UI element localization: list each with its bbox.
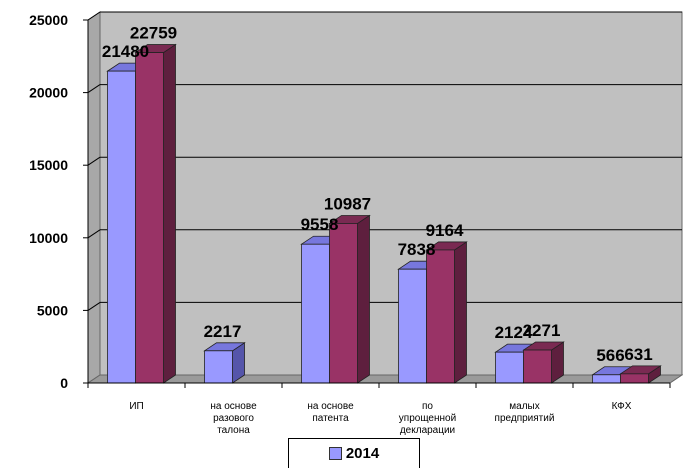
data-label: 2124 [495,323,533,342]
data-label: 9558 [301,215,339,234]
bar-side [357,214,370,384]
side-wall [87,11,101,384]
y-axis: 0 5000 10000 15000 20000 25000 [29,12,89,391]
y-tick-label: 10000 [29,230,68,246]
bar-front [301,243,330,384]
x-tick-label: по упрощенной декларации [399,401,456,436]
y-tick-label: 5000 [37,302,68,318]
data-label: 21480 [102,42,149,61]
data-label: 2217 [204,322,242,341]
bar-front [107,70,136,384]
data-label: 9164 [426,221,464,240]
y-tick-label: 0 [60,375,68,391]
bar [425,241,468,384]
legend: 2014 [288,438,420,468]
x-tick-label: на основе разового талона [210,401,257,436]
bar-side [163,43,176,384]
data-label: 10987 [324,194,371,213]
bar [134,43,177,384]
gridline-side [87,301,101,311]
bar-front [204,350,233,384]
gridline-side [87,11,101,21]
data-label: 631 [624,345,652,364]
bars [106,43,662,384]
data-label: 7838 [398,240,436,259]
data-labels: 21480 2217 9558 7838 2124 566 22759 10987 9164 22… [102,24,653,365]
bar-front [135,52,164,384]
data-label: 22759 [130,24,177,43]
bar-front [495,351,524,384]
back-wall [99,11,683,376]
gridline-side [87,156,101,166]
x-tick-label: КФХ [612,401,632,412]
bar-front [620,373,649,384]
legend-swatch [328,447,342,460]
y-tick-label: 25000 [29,12,68,28]
y-tick-label: 15000 [29,157,68,173]
bar [203,342,246,384]
gridline-side [87,84,101,94]
bar-front [523,349,552,384]
bar [522,341,565,384]
bar [328,214,371,384]
data-label: 566 [596,346,624,365]
legend-label: 2014 [345,445,380,462]
gridline-side [87,229,101,239]
data-label: 2271 [523,321,561,340]
bar-front [398,268,427,384]
x-tick-label: на основе патента [307,401,354,424]
gridlines [87,11,682,311]
x-tick-label: ИП [129,401,143,412]
plot-walls [86,11,683,384]
x-tick-label: малых предприятий [495,401,555,424]
bar-front [426,249,455,384]
bar-front [592,374,621,384]
bar-front [329,223,358,384]
y-tick-label: 20000 [29,85,68,101]
x-axis: ИП на основе разового талона на основе патент… [87,382,671,436]
bar-side [454,241,467,384]
